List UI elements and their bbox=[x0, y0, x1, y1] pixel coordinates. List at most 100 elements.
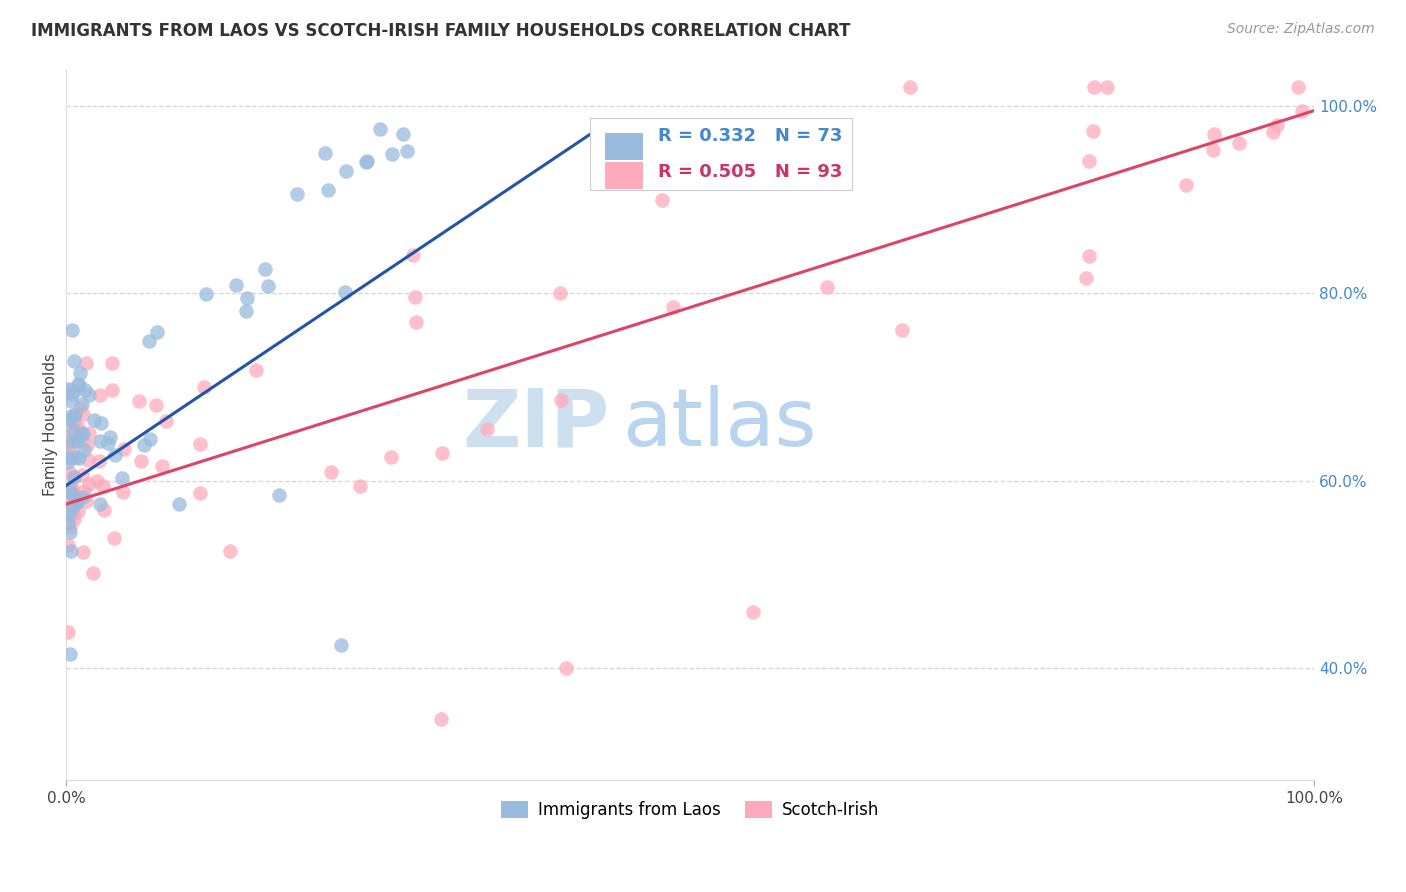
Point bbox=[56, 516, 79, 530]
Point bbox=[75, 494, 97, 508]
Point bbox=[65, 450, 87, 464]
Point bbox=[65, 493, 87, 508]
Point bbox=[60, 436, 83, 450]
Point bbox=[1076, 270, 1098, 285]
Point bbox=[314, 145, 336, 160]
Point bbox=[59, 466, 82, 480]
Text: Source: ZipAtlas.com: Source: ZipAtlas.com bbox=[1227, 22, 1375, 37]
Point bbox=[101, 356, 124, 370]
Point bbox=[72, 425, 94, 440]
Point bbox=[741, 605, 763, 619]
Point bbox=[405, 290, 427, 304]
Point bbox=[72, 407, 94, 421]
Point bbox=[128, 394, 150, 409]
Point bbox=[380, 450, 402, 464]
Point bbox=[59, 412, 82, 426]
Point bbox=[56, 538, 79, 552]
Point bbox=[225, 278, 247, 293]
Point bbox=[62, 354, 84, 368]
Point bbox=[63, 417, 86, 431]
Point bbox=[58, 495, 80, 509]
Point bbox=[318, 183, 340, 197]
Point bbox=[60, 481, 83, 495]
Point bbox=[554, 661, 576, 675]
Point bbox=[59, 519, 82, 533]
Point bbox=[815, 279, 838, 293]
Point bbox=[89, 497, 111, 511]
Point bbox=[56, 455, 79, 469]
Point bbox=[477, 422, 499, 436]
Point bbox=[368, 122, 391, 136]
Point bbox=[193, 380, 215, 394]
Point bbox=[111, 485, 134, 500]
Point bbox=[155, 413, 177, 427]
Point bbox=[66, 494, 89, 508]
Point bbox=[890, 322, 912, 336]
Point bbox=[806, 153, 828, 168]
Point bbox=[60, 492, 83, 507]
Point bbox=[79, 426, 101, 441]
Point bbox=[76, 453, 98, 467]
Point bbox=[62, 423, 84, 437]
Point bbox=[354, 155, 377, 169]
Point bbox=[62, 469, 84, 483]
Point bbox=[77, 476, 100, 491]
Point bbox=[146, 325, 169, 339]
Point bbox=[257, 279, 280, 293]
Point bbox=[1175, 178, 1198, 193]
Point bbox=[89, 388, 111, 402]
Point bbox=[139, 432, 162, 446]
Point bbox=[1227, 136, 1250, 151]
Point bbox=[77, 388, 100, 402]
Point bbox=[83, 413, 105, 427]
Point bbox=[72, 490, 94, 504]
Point bbox=[138, 334, 160, 348]
Point bbox=[59, 525, 82, 540]
Point bbox=[1078, 153, 1101, 168]
Point bbox=[395, 145, 418, 159]
Point bbox=[900, 80, 922, 95]
Point bbox=[65, 488, 87, 502]
Point bbox=[430, 446, 453, 460]
Point bbox=[60, 409, 83, 424]
Point bbox=[1291, 103, 1313, 118]
Y-axis label: Family Households: Family Households bbox=[44, 353, 58, 496]
Point bbox=[60, 486, 83, 500]
Point bbox=[72, 427, 94, 442]
Point bbox=[285, 186, 308, 201]
Point bbox=[129, 454, 152, 468]
Point bbox=[356, 154, 378, 169]
Point bbox=[56, 625, 79, 640]
Point bbox=[69, 434, 91, 448]
Point bbox=[82, 566, 104, 581]
Point bbox=[132, 438, 155, 452]
Point bbox=[63, 408, 86, 422]
Point bbox=[429, 713, 451, 727]
Point bbox=[63, 409, 86, 423]
Point bbox=[63, 499, 86, 513]
Text: atlas: atlas bbox=[621, 385, 815, 464]
Point bbox=[662, 301, 685, 315]
Text: R = 0.505   N = 93: R = 0.505 N = 93 bbox=[658, 162, 842, 181]
Point bbox=[1286, 80, 1309, 95]
Point bbox=[1202, 144, 1225, 158]
Point bbox=[1265, 118, 1288, 132]
Point bbox=[59, 448, 82, 462]
Point bbox=[90, 416, 112, 430]
Point bbox=[93, 503, 115, 517]
FancyBboxPatch shape bbox=[606, 133, 643, 161]
Point bbox=[62, 470, 84, 484]
Point bbox=[1204, 127, 1226, 141]
Point bbox=[103, 531, 125, 545]
Point bbox=[86, 474, 108, 488]
Point bbox=[62, 426, 84, 441]
Point bbox=[98, 430, 121, 444]
Point bbox=[73, 383, 96, 397]
Point bbox=[91, 479, 114, 493]
Point bbox=[60, 387, 83, 401]
Point bbox=[60, 501, 83, 516]
Point bbox=[1081, 124, 1104, 138]
Point bbox=[678, 166, 700, 180]
Point bbox=[56, 382, 79, 396]
Point bbox=[188, 486, 211, 500]
